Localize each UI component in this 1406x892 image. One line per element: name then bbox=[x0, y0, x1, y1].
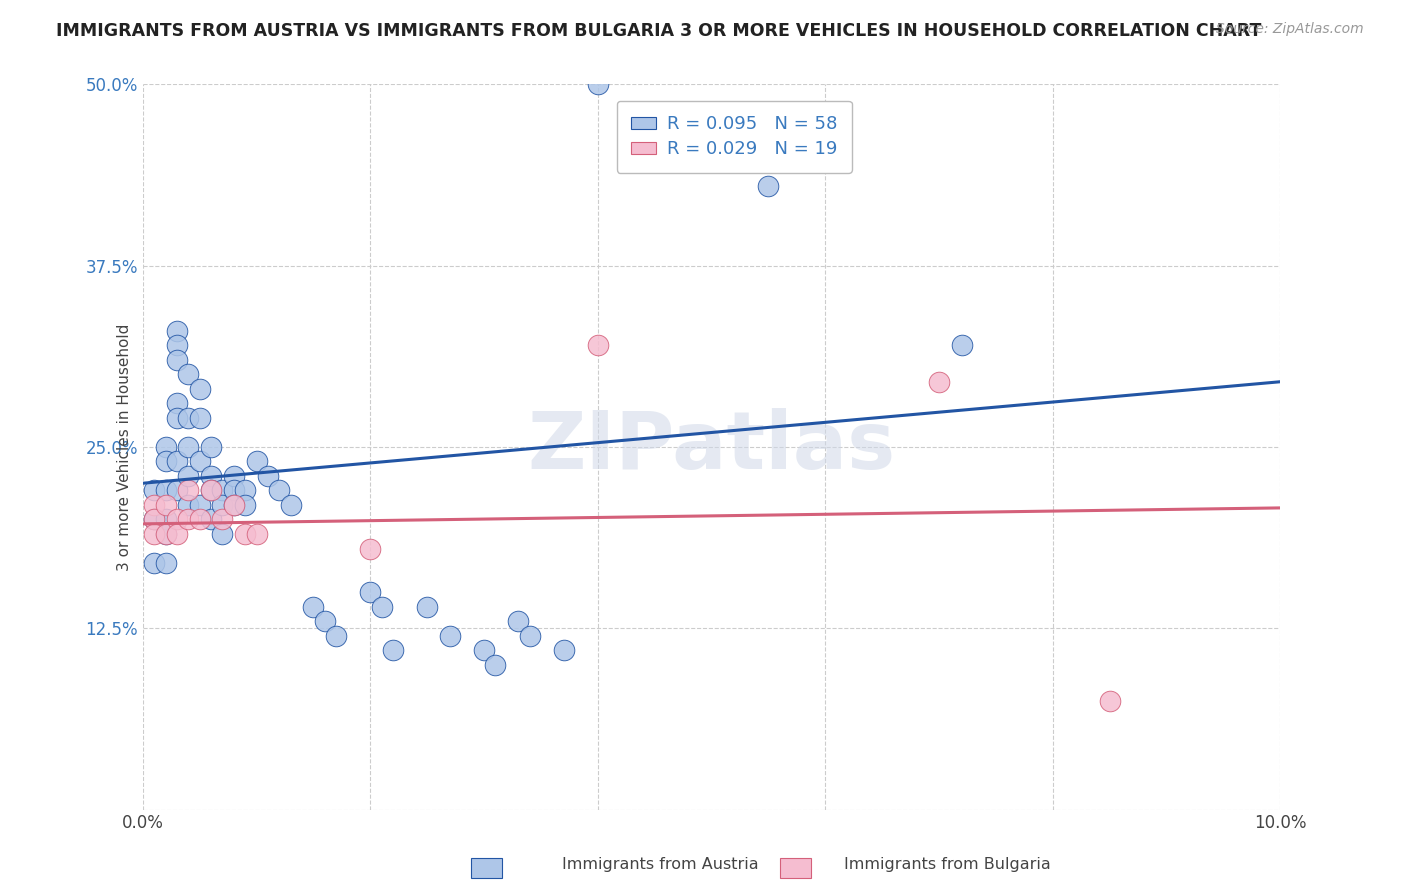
Point bbox=[233, 498, 256, 512]
Point bbox=[200, 483, 222, 498]
Point bbox=[155, 556, 177, 570]
Point bbox=[177, 498, 200, 512]
Legend: R = 0.095   N = 58, R = 0.029   N = 19: R = 0.095 N = 58, R = 0.029 N = 19 bbox=[617, 101, 852, 173]
Point bbox=[166, 324, 188, 338]
Point bbox=[484, 657, 506, 672]
Point bbox=[211, 483, 233, 498]
Text: Immigrants from Austria: Immigrants from Austria bbox=[562, 857, 759, 872]
Point bbox=[166, 353, 188, 368]
Point bbox=[269, 483, 291, 498]
Point bbox=[143, 498, 166, 512]
Point bbox=[211, 512, 233, 526]
Point bbox=[166, 411, 188, 425]
Point bbox=[314, 614, 336, 628]
Point bbox=[177, 483, 200, 498]
Point bbox=[1098, 694, 1121, 708]
Point bbox=[245, 527, 267, 541]
Point bbox=[155, 527, 177, 541]
Point bbox=[586, 78, 609, 92]
Point bbox=[370, 599, 392, 614]
Point bbox=[200, 483, 222, 498]
Point bbox=[200, 469, 222, 483]
Point bbox=[177, 368, 200, 382]
Point bbox=[325, 628, 347, 642]
Text: ZIPatlas: ZIPatlas bbox=[527, 408, 896, 486]
Point bbox=[245, 454, 267, 468]
Point bbox=[155, 483, 177, 498]
Point bbox=[508, 614, 530, 628]
Point bbox=[302, 599, 325, 614]
Point bbox=[155, 527, 177, 541]
Point bbox=[233, 483, 256, 498]
Point bbox=[166, 396, 188, 410]
Point bbox=[382, 643, 405, 657]
Point bbox=[928, 375, 950, 389]
Point bbox=[519, 628, 541, 642]
Point bbox=[359, 541, 381, 556]
Point bbox=[586, 338, 609, 352]
Point bbox=[472, 643, 495, 657]
Point bbox=[166, 512, 188, 526]
Text: Immigrants from Bulgaria: Immigrants from Bulgaria bbox=[844, 857, 1050, 872]
Point bbox=[188, 512, 211, 526]
Point bbox=[280, 498, 302, 512]
Point bbox=[155, 454, 177, 468]
Point bbox=[166, 483, 188, 498]
Point bbox=[188, 411, 211, 425]
Point bbox=[143, 556, 166, 570]
Point bbox=[155, 498, 177, 512]
Point bbox=[143, 483, 166, 498]
Point bbox=[177, 512, 200, 526]
Point bbox=[188, 454, 211, 468]
Point bbox=[553, 643, 575, 657]
Point bbox=[211, 527, 233, 541]
Point bbox=[166, 454, 188, 468]
Point bbox=[200, 440, 222, 454]
Point bbox=[758, 178, 780, 193]
Point bbox=[143, 527, 166, 541]
Point bbox=[143, 512, 166, 526]
Point bbox=[177, 469, 200, 483]
Point bbox=[211, 498, 233, 512]
Point bbox=[166, 338, 188, 352]
Text: IMMIGRANTS FROM AUSTRIA VS IMMIGRANTS FROM BULGARIA 3 OR MORE VEHICLES IN HOUSEH: IMMIGRANTS FROM AUSTRIA VS IMMIGRANTS FR… bbox=[56, 22, 1261, 40]
Point bbox=[222, 483, 245, 498]
Point bbox=[950, 338, 973, 352]
Point bbox=[233, 527, 256, 541]
Point bbox=[188, 382, 211, 396]
Point bbox=[177, 440, 200, 454]
Point bbox=[439, 628, 461, 642]
Point bbox=[257, 469, 280, 483]
Point bbox=[188, 498, 211, 512]
Point bbox=[155, 440, 177, 454]
Point bbox=[222, 498, 245, 512]
Point bbox=[166, 527, 188, 541]
Y-axis label: 3 or more Vehicles in Household: 3 or more Vehicles in Household bbox=[117, 323, 132, 571]
Text: Source: ZipAtlas.com: Source: ZipAtlas.com bbox=[1216, 22, 1364, 37]
Point bbox=[200, 512, 222, 526]
Point bbox=[155, 512, 177, 526]
Point bbox=[359, 585, 381, 599]
Point bbox=[177, 411, 200, 425]
Point bbox=[416, 599, 439, 614]
Point bbox=[222, 498, 245, 512]
Point bbox=[143, 512, 166, 526]
Point bbox=[222, 469, 245, 483]
